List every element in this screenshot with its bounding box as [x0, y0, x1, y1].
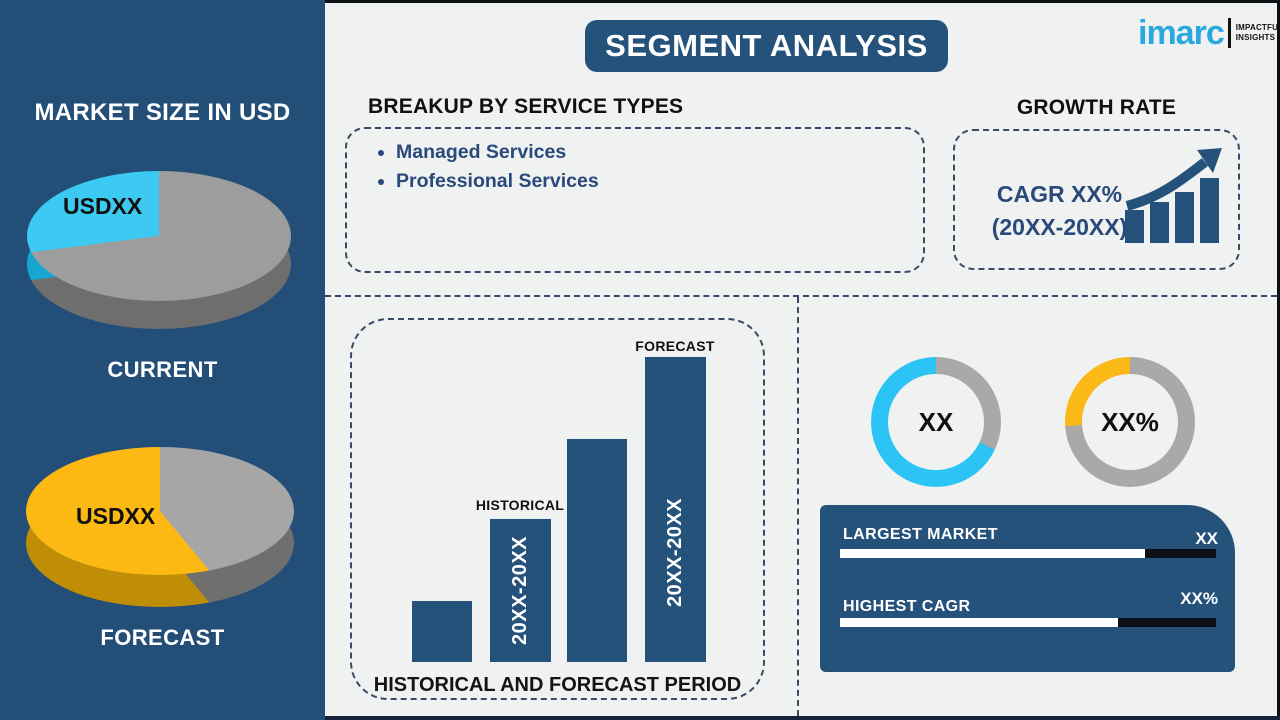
cagr-value-label: CAGR XX% (20XX-20XX): [991, 181, 1128, 240]
period-bar-1: [412, 601, 472, 662]
forecast-pie-caption: FORECAST: [100, 625, 225, 650]
largest-market-donut-chart: XX: [871, 357, 1001, 487]
current-market-pie-chart: USDXX: [27, 171, 291, 329]
largest-market-progress-bar: [840, 549, 1216, 558]
imarc-logo: imarc IMPACTFUL INSIGHTS: [1138, 16, 1280, 50]
pie-surface: [26, 447, 294, 575]
vertical-dashed-divider: [797, 297, 799, 716]
bottom-edge-line: [325, 716, 1280, 720]
period-bar-3: [567, 439, 627, 662]
summary-panel: LARGEST MARKET XX HIGHEST CAGR XX%: [820, 505, 1235, 672]
logo-tagline: IMPACTFUL INSIGHTS: [1235, 23, 1280, 42]
historical-annotation: HISTORICAL: [475, 497, 565, 513]
bar-vertical-label: 20XX-20XX: [664, 497, 687, 607]
bar-vertical-label: 20XX-20XX: [509, 535, 532, 646]
period-bar-4-forecast: 20XX-20XX: [645, 357, 706, 662]
list-item: Managed Services: [396, 138, 599, 167]
growth-chart-icon: [1125, 148, 1222, 243]
horizontal-dashed-divider: [325, 295, 1277, 297]
highest-cagr-progress-bar: [840, 618, 1216, 627]
period-chart-dashed-box: [350, 318, 765, 700]
progress-fill: [840, 618, 1119, 627]
current-pie-caption: CURRENT: [107, 357, 218, 382]
right-edge-line: [1277, 0, 1280, 720]
breakup-dashed-box: [345, 127, 925, 273]
sidebar-title: MARKET SIZE IN USD: [34, 99, 291, 126]
growth-section-heading: GROWTH RATE: [1016, 96, 1177, 119]
pie-surface: [27, 171, 291, 301]
largest-market-value: XX: [1195, 529, 1218, 548]
period-chart-caption: HISTORICAL AND FORECAST PERIOD: [373, 674, 742, 696]
donut-center-label: XX%: [1082, 374, 1178, 470]
page-title: SEGMENT ANALYSIS: [585, 20, 948, 72]
top-edge-line: [325, 0, 1280, 3]
largest-market-label: LARGEST MARKET: [843, 526, 998, 543]
logo-divider: [1227, 18, 1231, 48]
progress-fill: [840, 549, 1145, 558]
donut-center-label: XX: [888, 374, 984, 470]
period-bar-2-historical: 20XX-20XX: [490, 519, 551, 662]
market-size-sidebar: MARKET SIZE IN USD USDXX CURRENT USDXX F…: [0, 0, 325, 720]
forecast-pie-value-label: USDXX: [76, 503, 156, 529]
breakup-section-heading: BREAKUP BY SERVICE TYPES: [368, 95, 684, 118]
highest-cagr-label: HIGHEST CAGR: [843, 598, 971, 615]
forecast-annotation: FORECAST: [635, 338, 715, 354]
forecast-market-pie-chart: USDXX: [26, 447, 294, 609]
current-pie-value-label: USDXX: [63, 193, 143, 219]
imarc-logo-wordmark: imarc: [1138, 14, 1225, 52]
highest-cagr-value: XX%: [1180, 589, 1218, 608]
growth-dashed-box: [953, 129, 1240, 270]
service-types-list: Managed Services Professional Services: [378, 138, 599, 196]
highest-cagr-donut-chart: XX%: [1065, 357, 1195, 487]
list-item: Professional Services: [396, 167, 599, 196]
